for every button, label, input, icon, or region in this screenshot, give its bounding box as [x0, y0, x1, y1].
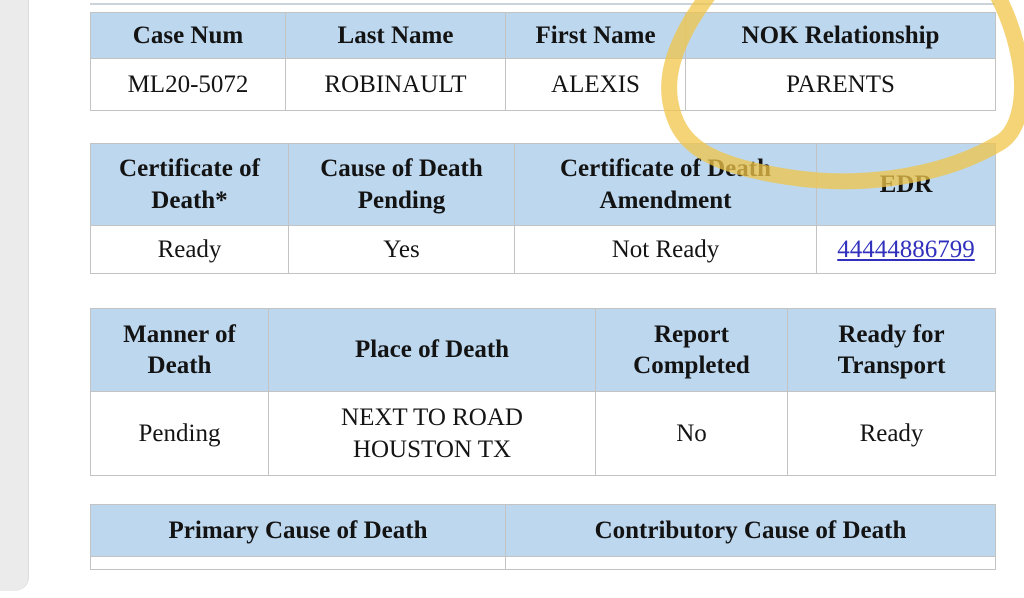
death-info-header-row: Manner of Death Place of Death Report Co… — [90, 308, 996, 392]
death-info-data-row: Pending NEXT TO ROAD HOUSTON TX No Ready — [90, 391, 996, 476]
edr-header: EDR — [816, 143, 996, 226]
case-info-header-row: Case Num Last Name First Name NOK Relati… — [90, 12, 996, 59]
primary-cause-value — [90, 556, 506, 570]
last-name-value: ROBINAULT — [285, 58, 506, 111]
case-info-table: Case Num Last Name First Name NOK Relati… — [90, 12, 996, 111]
ready-for-transport-header: Ready for Transport — [787, 308, 996, 392]
certificate-amendment-header: Certificate of Death Amendment — [514, 143, 817, 226]
case-num-value: ML20-5072 — [90, 58, 286, 111]
place-of-death-value: NEXT TO ROAD HOUSTON TX — [268, 391, 596, 476]
contributory-cause-value — [505, 556, 996, 570]
cause-of-death-pending-header: Cause of Death Pending — [288, 143, 515, 226]
cause-info-data-row — [90, 556, 996, 570]
edr-cell: 44444886799 — [816, 225, 996, 274]
certificate-of-death-header: Certificate of Death* — [90, 143, 289, 226]
case-num-header: Case Num — [90, 12, 286, 59]
nok-relationship-value: PARENTS — [685, 58, 996, 111]
cause-info-header-row: Primary Cause of Death Contributory Caus… — [90, 504, 996, 557]
certificate-amendment-value: Not Ready — [514, 225, 817, 274]
report-completed-value: No — [595, 391, 788, 476]
certificate-info-header-row: Certificate of Death* Cause of Death Pen… — [90, 143, 996, 226]
certificate-of-death-value: Ready — [90, 225, 289, 274]
certificate-info-data-row: Ready Yes Not Ready 44444886799 — [90, 225, 996, 274]
contributory-cause-header: Contributory Cause of Death — [505, 504, 996, 557]
last-name-header: Last Name — [285, 12, 506, 59]
nok-relationship-header: NOK Relationship — [685, 12, 996, 59]
cause-info-table: Primary Cause of Death Contributory Caus… — [90, 504, 996, 570]
manner-of-death-value: Pending — [90, 391, 269, 476]
primary-cause-header: Primary Cause of Death — [90, 504, 506, 557]
cause-of-death-pending-value: Yes — [288, 225, 515, 274]
viewer-edge-strip — [0, 0, 29, 591]
edr-link[interactable]: 44444886799 — [837, 235, 975, 263]
manner-of-death-header: Manner of Death — [90, 308, 269, 392]
place-of-death-header: Place of Death — [268, 308, 596, 392]
certificate-info-table: Certificate of Death* Cause of Death Pen… — [90, 143, 996, 274]
clipped-table-edge — [90, 3, 995, 5]
case-info-data-row: ML20-5072 ROBINAULT ALEXIS PARENTS — [90, 58, 996, 111]
death-info-table: Manner of Death Place of Death Report Co… — [90, 308, 996, 476]
first-name-value: ALEXIS — [505, 58, 686, 111]
report-completed-header: Report Completed — [595, 308, 788, 392]
first-name-header: First Name — [505, 12, 686, 59]
ready-for-transport-value: Ready — [787, 391, 996, 476]
